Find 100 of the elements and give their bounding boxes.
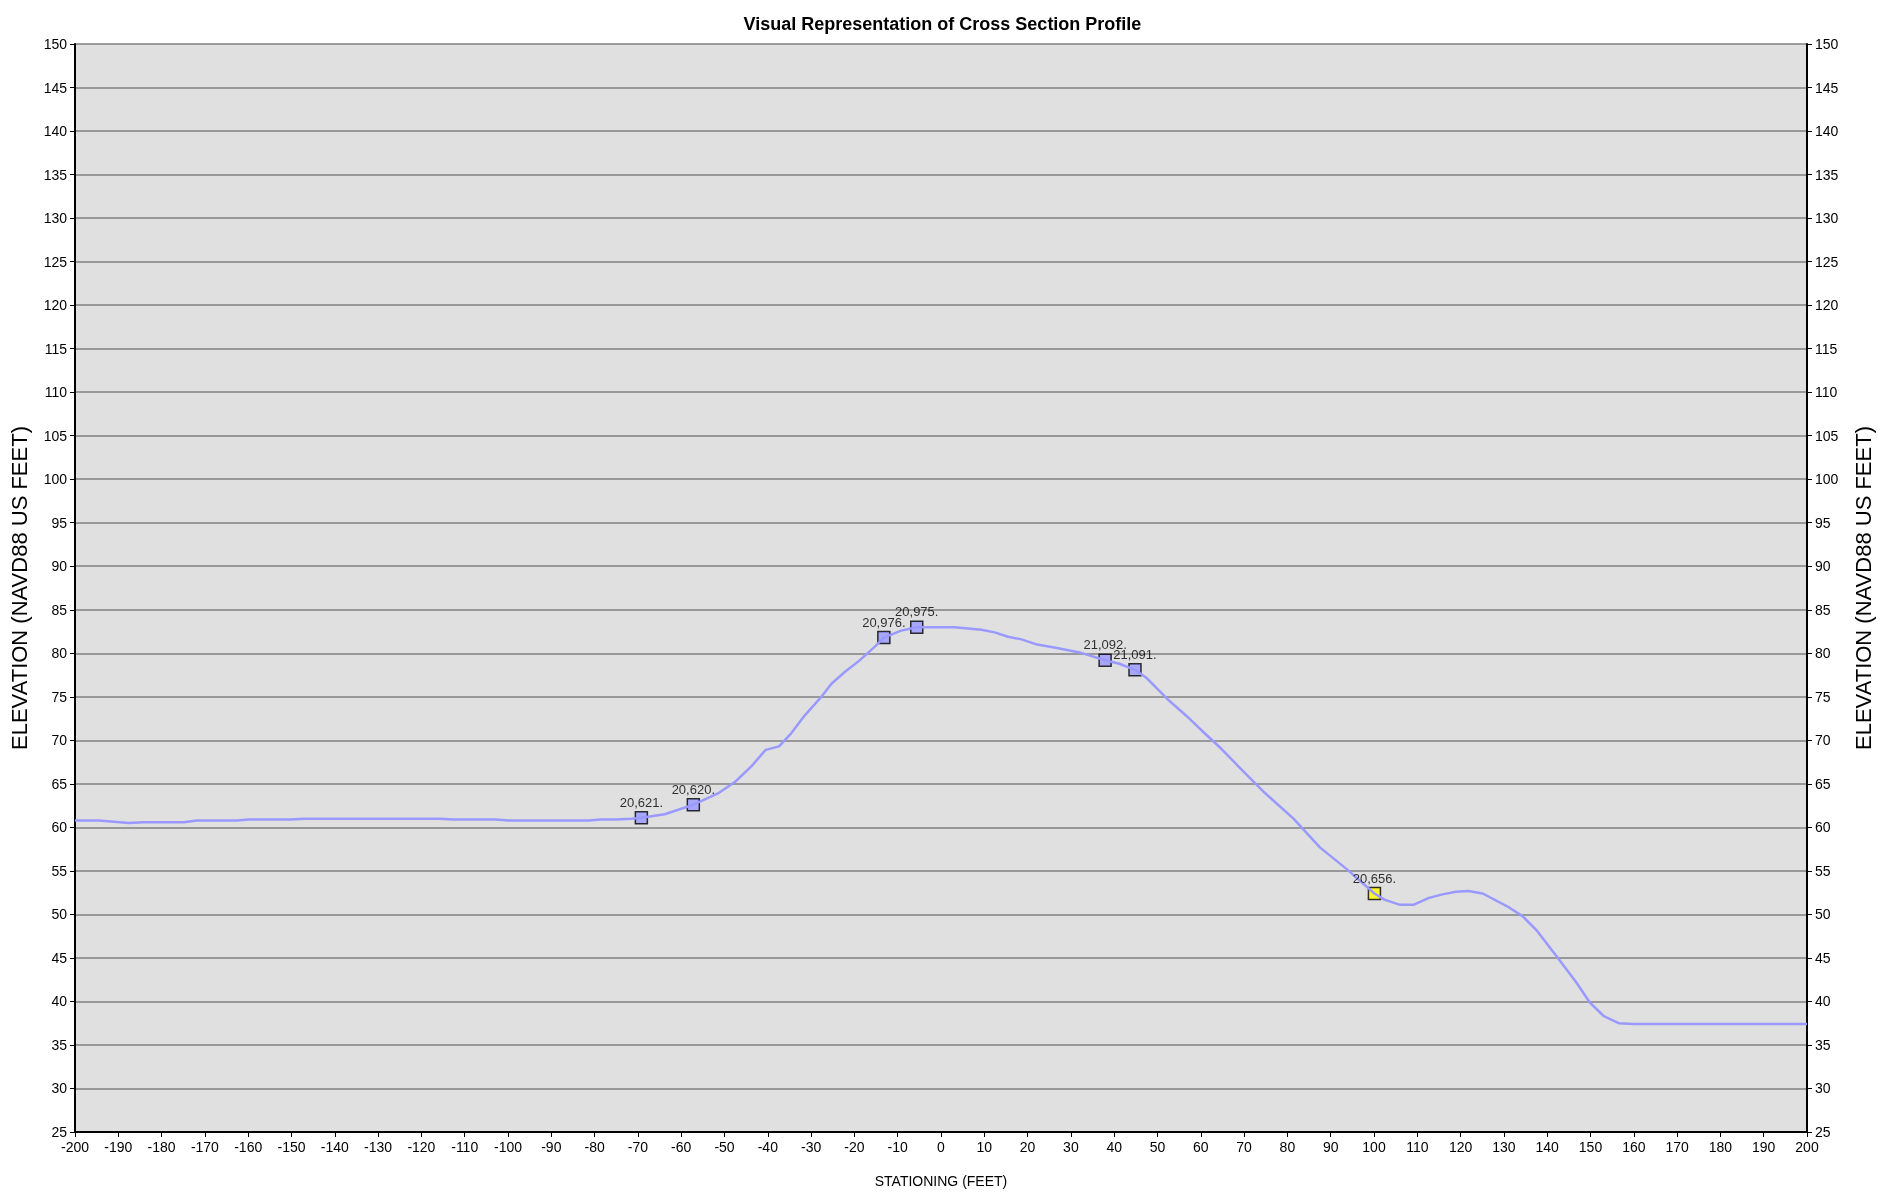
x-tick-label: 50 <box>1149 1139 1166 1155</box>
x-tick-label: 140 <box>1535 1139 1560 1155</box>
x-tick-label: -170 <box>190 1139 220 1155</box>
y-tick-label: 35 <box>51 1036 68 1053</box>
x-tick-label: -10 <box>887 1139 909 1155</box>
x-tick-label: -150 <box>277 1139 306 1155</box>
y-tick-label: 65 <box>51 775 68 792</box>
y2-tick-label: 70 <box>1815 732 1831 749</box>
x-tick-label: 60 <box>1193 1139 1209 1155</box>
y2-tick-label: 55 <box>1815 862 1831 879</box>
y2-tick-label: 75 <box>1815 688 1831 705</box>
annotation: 20,621. <box>619 794 664 810</box>
y-tick-label: 115 <box>44 340 68 357</box>
x-tick-label: 100 <box>1362 1139 1386 1155</box>
x-tick-label: -60 <box>671 1139 692 1155</box>
y-tick-label: 60 <box>51 819 68 836</box>
y-tick-label: 40 <box>51 993 68 1010</box>
x-tick-label: 110 <box>1406 1139 1429 1155</box>
x-tick-label: 170 <box>1665 1139 1689 1155</box>
y-tick-label: 90 <box>51 558 68 575</box>
y2-tick-label: 50 <box>1815 906 1831 923</box>
y-tick-label: 70 <box>51 732 68 749</box>
x-tick-label: -120 <box>407 1139 436 1155</box>
y2-tick-label: 100 <box>1815 471 1839 488</box>
y2-tick-label: 35 <box>1815 1036 1831 1053</box>
x-tick-label: -80 <box>584 1139 605 1155</box>
y-tick-label: 45 <box>51 949 68 966</box>
y-tick-label: 100 <box>43 471 68 488</box>
x-tick-label: 150 <box>1578 1139 1603 1155</box>
y-tick-label: 120 <box>43 297 68 314</box>
x-tick-label: -140 <box>320 1139 350 1155</box>
y-axis-title: ELEVATION (NAVD88 US FEET) <box>6 426 32 750</box>
y-tick-label: 55 <box>51 862 68 879</box>
x-tick-label: -70 <box>627 1139 649 1155</box>
y-tick-label: 30 <box>51 1080 68 1097</box>
y2-tick-label: 85 <box>1815 601 1831 618</box>
y-tick-label: 110 <box>44 384 68 401</box>
x-tick-label: -180 <box>147 1139 176 1155</box>
y2-tick-label: 40 <box>1815 993 1831 1010</box>
y2-tick-label: 45 <box>1815 949 1831 966</box>
y-tick-label: 125 <box>43 253 68 270</box>
annotation: 20,656. <box>1352 870 1397 886</box>
x-axis-title: STATIONING (FEET) <box>874 1173 1008 1189</box>
y2-tick-label: 120 <box>1815 297 1839 314</box>
y2-tick-label: 115 <box>1815 340 1838 357</box>
y-tick-label: 105 <box>43 427 68 444</box>
y-tick-label: 145 <box>43 79 68 96</box>
x-tick-label: 200 <box>1795 1139 1819 1155</box>
y-tick-label: 85 <box>51 601 68 618</box>
x-tick-label: -30 <box>800 1139 822 1155</box>
y-tick-label: 150 <box>43 36 68 52</box>
x-tick-label: -110 <box>451 1139 479 1155</box>
x-tick-label: 40 <box>1106 1139 1123 1155</box>
y2-tick-label: 60 <box>1815 819 1831 836</box>
y2-tick-label: 80 <box>1815 645 1831 662</box>
x-tick-label: 130 <box>1492 1139 1516 1155</box>
x-tick-label: 190 <box>1752 1139 1776 1155</box>
x-tick-label: 30 <box>1063 1139 1079 1155</box>
y-tick-label: 140 <box>43 123 68 140</box>
chart-title: Visual Representation of Cross Section Profile <box>743 14 1142 34</box>
x-tick-label: -40 <box>757 1139 779 1155</box>
x-tick-label: -90 <box>541 1139 562 1155</box>
y-tick-label: 80 <box>51 645 68 662</box>
x-tick-label: 90 <box>1322 1139 1339 1155</box>
x-tick-label: -160 <box>234 1139 263 1155</box>
point <box>910 620 924 634</box>
y2-tick-label: 145 <box>1815 79 1839 96</box>
y2-tick-label: 125 <box>1815 253 1839 270</box>
x-tick-label: -20 <box>844 1139 865 1155</box>
x-tick-label: 10 <box>976 1139 993 1155</box>
x-tick-label: 120 <box>1448 1139 1473 1155</box>
y2-tick-label: 90 <box>1815 558 1831 575</box>
y2-tick-label: 30 <box>1815 1080 1831 1097</box>
y2-tick-label: 140 <box>1815 123 1839 140</box>
x-tick-label: -130 <box>364 1139 393 1155</box>
annotation: 20,620. <box>671 781 716 797</box>
x-tick-label: 180 <box>1708 1139 1733 1155</box>
y-tick-label: 130 <box>43 210 68 227</box>
x-tick-label: 80 <box>1279 1139 1296 1155</box>
y2-tick-label: 25 <box>1815 1124 1831 1140</box>
x-tick-label: -200 <box>60 1139 90 1155</box>
y2-tick-label: 130 <box>1815 210 1839 227</box>
y-tick-label: 135 <box>43 166 68 183</box>
y2-tick-label: 135 <box>1815 166 1839 183</box>
y2-tick-label: 105 <box>1815 427 1839 444</box>
y-tick-label: 75 <box>51 688 68 705</box>
y2-tick-label: 95 <box>1815 514 1831 531</box>
x-tick-label: 160 <box>1622 1139 1646 1155</box>
y2-tick-label: 65 <box>1815 775 1831 792</box>
y2-tick-label: 150 <box>1815 36 1839 52</box>
x-tick-label: 70 <box>1236 1139 1253 1155</box>
x-tick-label: 20 <box>1019 1139 1036 1155</box>
y-tick-label: 95 <box>51 514 68 531</box>
x-tick-label: -190 <box>104 1139 133 1155</box>
y2-axis-title: ELEVATION (NAVD88 US FEET) <box>1850 426 1876 750</box>
y2-tick-label: 110 <box>1815 384 1838 401</box>
y-tick-label: 25 <box>51 1124 68 1140</box>
x-tick-label: -100 <box>493 1139 523 1155</box>
x-tick-label: -50 <box>714 1139 735 1155</box>
x-tick-label: 0 <box>937 1139 946 1155</box>
